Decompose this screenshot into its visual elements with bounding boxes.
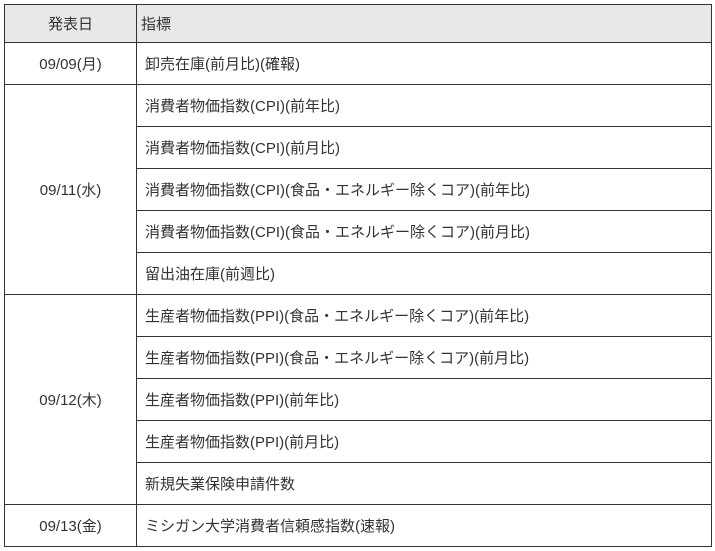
indicator-cell: 生産者物価指数(PPI)(前年比)	[137, 379, 712, 421]
table-header: 発表日 指標	[5, 5, 712, 43]
indicator-cell: 留出油在庫(前週比)	[137, 253, 712, 295]
indicator-cell: 消費者物価指数(CPI)(食品・エネルギー除くコア)(前月比)	[137, 211, 712, 253]
table-row: 09/11(水)消費者物価指数(CPI)(前年比)	[5, 85, 712, 127]
indicator-cell: 消費者物価指数(CPI)(食品・エネルギー除くコア)(前年比)	[137, 169, 712, 211]
header-indicator: 指標	[137, 5, 712, 43]
indicator-cell: ミシガン大学消費者信頼感指数(速報)	[137, 505, 712, 547]
date-cell: 09/11(水)	[5, 85, 137, 295]
indicator-cell: 生産者物価指数(PPI)(食品・エネルギー除くコア)(前月比)	[137, 337, 712, 379]
date-cell: 09/09(月)	[5, 43, 137, 85]
indicator-cell: 消費者物価指数(CPI)(前月比)	[137, 127, 712, 169]
header-date: 発表日	[5, 5, 137, 43]
indicator-cell: 生産者物価指数(PPI)(前月比)	[137, 421, 712, 463]
date-cell: 09/13(金)	[5, 505, 137, 547]
table-row: 09/12(木)生産者物価指数(PPI)(食品・エネルギー除くコア)(前年比)	[5, 295, 712, 337]
indicator-cell: 生産者物価指数(PPI)(食品・エネルギー除くコア)(前年比)	[137, 295, 712, 337]
indicator-cell: 新規失業保険申請件数	[137, 463, 712, 505]
table-body: 09/09(月)卸売在庫(前月比)(確報)09/11(水)消費者物価指数(CPI…	[5, 43, 712, 547]
indicator-cell: 卸売在庫(前月比)(確報)	[137, 43, 712, 85]
table-row: 09/13(金)ミシガン大学消費者信頼感指数(速報)	[5, 505, 712, 547]
indicators-table: 発表日 指標 09/09(月)卸売在庫(前月比)(確報)09/11(水)消費者物…	[4, 4, 712, 547]
date-cell: 09/12(木)	[5, 295, 137, 505]
indicator-cell: 消費者物価指数(CPI)(前年比)	[137, 85, 712, 127]
table-row: 09/09(月)卸売在庫(前月比)(確報)	[5, 43, 712, 85]
